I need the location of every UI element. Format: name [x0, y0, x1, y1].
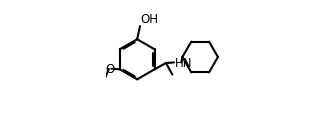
Text: OH: OH — [141, 13, 159, 26]
Text: O: O — [105, 63, 115, 76]
Text: HN: HN — [175, 56, 192, 69]
